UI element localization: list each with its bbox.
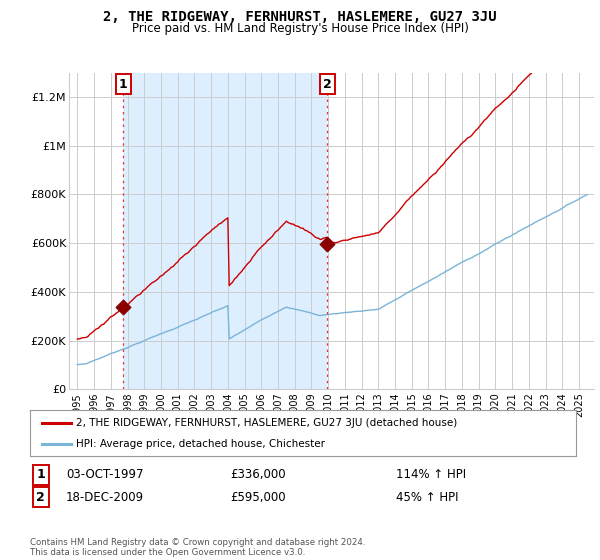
Text: 45% ↑ HPI: 45% ↑ HPI — [396, 491, 458, 504]
Text: 2, THE RIDGEWAY, FERNHURST, HASLEMERE, GU27 3JU: 2, THE RIDGEWAY, FERNHURST, HASLEMERE, G… — [103, 10, 497, 24]
Point — [67, 441, 74, 447]
Text: 18-DEC-2009: 18-DEC-2009 — [66, 491, 144, 504]
Bar — [124, 73, 328, 389]
Text: 03-OCT-1997: 03-OCT-1997 — [66, 468, 144, 482]
Text: £595,000: £595,000 — [230, 491, 286, 504]
Text: 2, THE RIDGEWAY, FERNHURST, HASLEMERE, GU27 3JU (detached house): 2, THE RIDGEWAY, FERNHURST, HASLEMERE, G… — [76, 418, 458, 428]
Point — [67, 419, 74, 426]
Text: 2: 2 — [323, 77, 332, 91]
Text: Price paid vs. HM Land Registry's House Price Index (HPI): Price paid vs. HM Land Registry's House … — [131, 22, 469, 35]
Point — [38, 419, 46, 426]
Text: Contains HM Land Registry data © Crown copyright and database right 2024.
This d: Contains HM Land Registry data © Crown c… — [30, 538, 365, 557]
Text: 1: 1 — [37, 468, 45, 482]
Point — [323, 240, 332, 249]
Text: 114% ↑ HPI: 114% ↑ HPI — [396, 468, 466, 482]
Text: HPI: Average price, detached house, Chichester: HPI: Average price, detached house, Chic… — [76, 439, 325, 449]
Text: 2: 2 — [37, 491, 45, 504]
Point — [38, 441, 46, 447]
Point — [119, 303, 128, 312]
Text: £336,000: £336,000 — [230, 468, 286, 482]
Text: 1: 1 — [119, 77, 128, 91]
